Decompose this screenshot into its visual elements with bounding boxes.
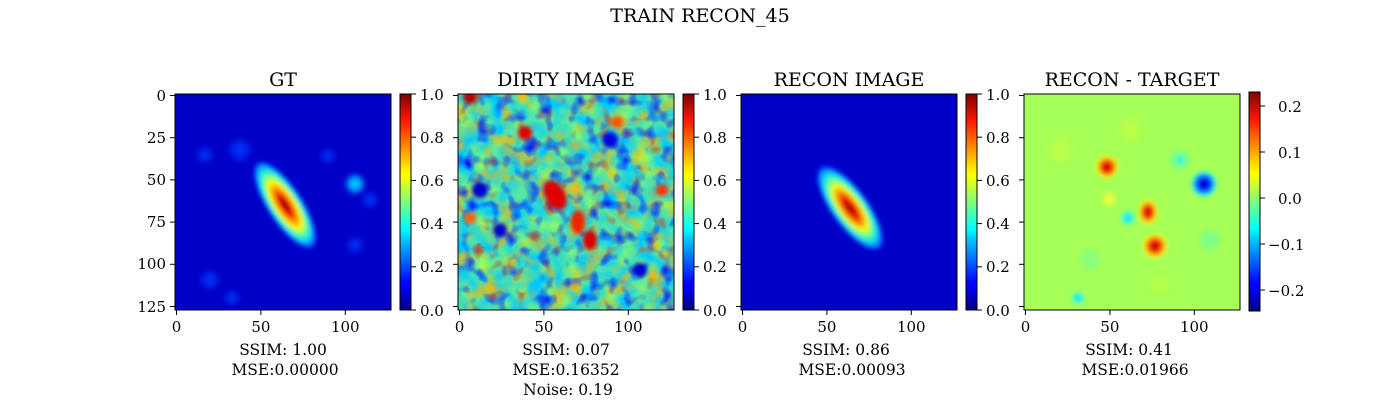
heatmap-image bbox=[741, 94, 957, 310]
y-tick-label: 25 bbox=[147, 129, 166, 147]
y-axis bbox=[1019, 95, 1024, 307]
colorbar-gradient bbox=[1249, 92, 1260, 311]
caption-mse: MSE:0.16352 bbox=[512, 361, 619, 379]
caption-ssim: SSIM: 0.86 bbox=[802, 341, 890, 359]
x-tick-label: 0 bbox=[172, 318, 182, 336]
y-axis bbox=[736, 95, 741, 307]
y-axis bbox=[453, 95, 458, 307]
colorbar-gradient bbox=[966, 94, 977, 310]
y-tick-label: 75 bbox=[147, 213, 166, 231]
panel-title: DIRTY IMAGE bbox=[497, 69, 635, 91]
caption-mse: MSE:0.01966 bbox=[1081, 361, 1188, 379]
x-tick-label: 50 bbox=[534, 318, 553, 336]
colorbar-tick-label: 1.0 bbox=[986, 86, 1010, 104]
colorbar-tick-label: 0.8 bbox=[986, 129, 1010, 147]
heatmap-image bbox=[1024, 94, 1240, 310]
axes-frame bbox=[740, 93, 958, 311]
caption-noise: Noise: 0.19 bbox=[523, 381, 613, 399]
heatmap-image bbox=[175, 94, 391, 310]
panel-recon-image: RECON IMAGE 0 50 100 0.0 bbox=[736, 69, 1010, 379]
x-tick-label: 50 bbox=[251, 318, 270, 336]
y-axis: 0 25 50 75 100 125 bbox=[137, 87, 175, 316]
x-tick-label: 0 bbox=[455, 318, 465, 336]
colorbar-tick-label: −0.2 bbox=[1268, 282, 1304, 300]
colorbar-tick-label: 0.0 bbox=[1278, 190, 1302, 208]
x-tick-label: 50 bbox=[817, 318, 836, 336]
colorbar-tick-label: 0.2 bbox=[420, 258, 444, 276]
colorbar-tick-label: 0.2 bbox=[703, 258, 727, 276]
colorbar-tick-label: 0.0 bbox=[703, 302, 727, 320]
x-axis: 0 50 100 bbox=[172, 310, 360, 336]
x-tick-label: 100 bbox=[1180, 318, 1209, 336]
x-tick-label: 0 bbox=[1021, 318, 1031, 336]
x-tick-label: 0 bbox=[738, 318, 748, 336]
panel-recon-minus-target: RECON - TARGET bbox=[1019, 69, 1304, 379]
colorbar-tick-label: 0.2 bbox=[1278, 98, 1302, 116]
panel-dirty-image: DIRTY IMAGE bbox=[453, 69, 727, 399]
colorbar-tick-label: 0.4 bbox=[703, 215, 727, 233]
colorbar: 0.0 0.2 0.4 0.6 0.8 1.0 bbox=[682, 86, 727, 320]
x-tick-label: 100 bbox=[614, 318, 643, 336]
y-tick-label: 50 bbox=[147, 171, 166, 189]
y-tick-label: 0 bbox=[156, 87, 166, 105]
x-axis: 0 50 100 bbox=[738, 310, 926, 336]
colorbar-tick-label: 0.6 bbox=[420, 172, 444, 190]
caption-ssim: SSIM: 1.00 bbox=[239, 341, 327, 359]
y-tick-label: 125 bbox=[137, 298, 166, 316]
colorbar-tick-label: 0.0 bbox=[420, 302, 444, 320]
heatmap-image bbox=[458, 94, 674, 310]
colorbar: 0.0 0.2 0.4 0.6 0.8 1.0 bbox=[965, 86, 1010, 320]
colorbar-tick-label: 0.0 bbox=[986, 302, 1010, 320]
colorbar-tick-label: 0.6 bbox=[703, 172, 727, 190]
x-tick-label: 100 bbox=[331, 318, 360, 336]
x-tick-label: 50 bbox=[1100, 318, 1119, 336]
colorbar-tick-label: 1.0 bbox=[420, 86, 444, 104]
x-axis: 0 50 100 bbox=[455, 310, 643, 336]
x-axis: 0 50 100 bbox=[1021, 310, 1209, 336]
panel-title: RECON IMAGE bbox=[774, 69, 925, 91]
y-tick-label: 100 bbox=[137, 255, 166, 273]
colorbar-tick-label: 0.2 bbox=[986, 258, 1010, 276]
colorbar-tick-label: 0.4 bbox=[986, 215, 1010, 233]
x-tick-label: 100 bbox=[897, 318, 926, 336]
colorbar-tick-label: 0.8 bbox=[420, 129, 444, 147]
panel-title: GT bbox=[269, 69, 297, 91]
figure-title: TRAIN RECON_45 bbox=[610, 5, 789, 27]
axes-frame bbox=[1023, 93, 1241, 311]
panel-title: RECON - TARGET bbox=[1045, 69, 1220, 91]
colorbar-tick-label: −0.1 bbox=[1268, 236, 1304, 254]
colorbar-tick-label: 0.6 bbox=[986, 172, 1010, 190]
colorbar-tick-label: 0.4 bbox=[420, 215, 444, 233]
colorbar-tick-label: 0.1 bbox=[1278, 144, 1302, 162]
caption-mse: MSE:0.00093 bbox=[798, 361, 905, 379]
axes-frame bbox=[457, 93, 675, 311]
panel-gt: GT 0 25 50 75 100 bbox=[137, 69, 444, 379]
caption-ssim: SSIM: 0.41 bbox=[1085, 341, 1173, 359]
colorbar-tick-label: 0.8 bbox=[703, 129, 727, 147]
colorbar-gradient bbox=[683, 94, 694, 310]
axes-frame bbox=[174, 93, 392, 311]
colorbar-tick-label: 1.0 bbox=[703, 86, 727, 104]
colorbar: 0.0 0.2 0.4 0.6 0.8 1.0 bbox=[399, 86, 444, 320]
caption-mse: MSE:0.00000 bbox=[231, 361, 338, 379]
colorbar-gradient bbox=[400, 94, 411, 310]
caption-ssim: SSIM: 0.07 bbox=[522, 341, 610, 359]
colorbar: 0.2 0.1 0.0 −0.1 −0.2 bbox=[1248, 91, 1304, 312]
